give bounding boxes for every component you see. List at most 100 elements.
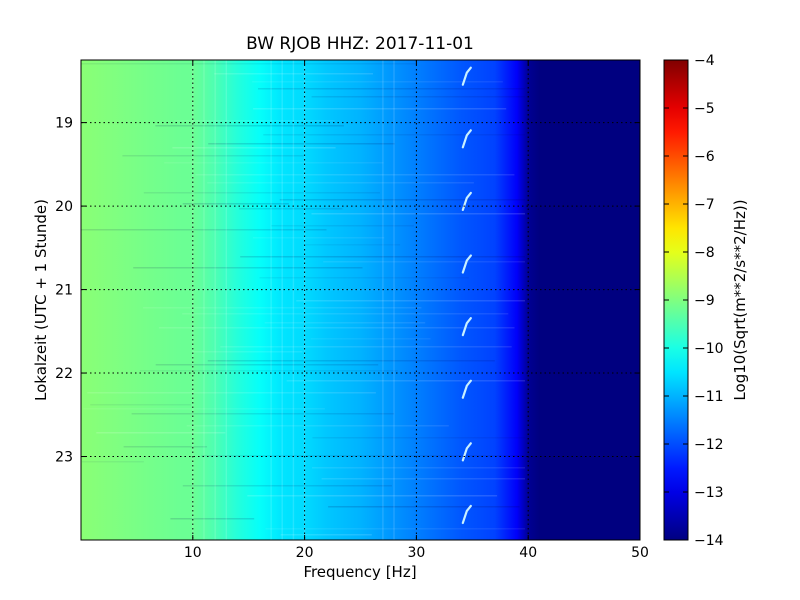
x-tick-label: 30 [407,545,425,561]
colorbar-tick-label: −7 [694,197,715,213]
periodic-line [292,60,295,540]
time-streak [158,327,515,329]
time-streak [139,370,398,372]
time-streak [220,346,512,348]
time-streak [195,174,515,176]
x-axis: 10 20 30 40 50 [184,60,649,561]
colorbar-tick-label: −10 [694,341,724,357]
time-streak [170,518,255,520]
periodic-line [203,60,205,540]
colorbar-tick-label: −13 [694,485,724,501]
time-streak [155,364,379,366]
y-tick-label: 23 [55,450,73,466]
time-streak [96,432,226,434]
periodic-line [225,60,227,540]
time-streak [131,413,395,415]
time-streak [304,244,401,246]
periodic-line [393,60,395,540]
y-tick-label: 22 [55,366,73,382]
chart-title: BW RJOB HHZ: 2017-11-01 [246,34,474,54]
plot-area: 10 20 30 40 50 19 20 21 22 23 [55,59,649,561]
colorbar-tick-label: −5 [694,101,715,117]
time-streak [81,229,327,231]
time-streak [310,338,431,340]
time-streak [311,213,525,215]
colorbar: −4 −5 −6 −7 −8 −9 −10 −11 −12 −13 −14 [663,53,724,549]
colorbar-ticks: −4 −5 −6 −7 −8 −9 −10 −11 −12 −13 −14 [664,53,724,549]
time-streak [81,63,418,65]
time-streak [207,360,495,362]
time-streak [143,192,380,194]
colorbar-tick-label: −8 [694,245,715,261]
time-streak [113,289,381,291]
spectrogram-background [81,60,640,540]
time-streak [296,300,525,302]
colorbar-tick-label: −6 [694,149,715,165]
time-streak [174,120,335,122]
colorbar-tick-label: −14 [694,533,724,549]
time-streak [323,261,525,263]
time-streak [83,408,325,410]
colorbar-tick-label: −12 [694,437,724,453]
time-streak [328,506,520,508]
time-streak [186,425,449,427]
time-streak [265,528,525,530]
time-streak [182,313,509,315]
event-mark [461,66,472,86]
time-streak [90,404,192,406]
colorbar-tick-label: −11 [694,389,724,405]
time-streak [239,208,343,210]
time-streak [143,307,422,309]
time-streak [164,162,384,164]
colorbar-tick-label: −9 [694,293,715,309]
time-streak [172,147,336,149]
time-streak [312,437,525,439]
x-tick-label: 20 [296,545,314,561]
periodic-line [214,60,216,540]
x-tick-label: 40 [519,545,537,561]
event-mark [461,317,472,337]
time-streak [155,125,344,127]
time-streak [123,446,207,448]
event-mark [461,254,472,274]
time-streak [252,237,385,239]
time-streak [253,108,507,110]
y-axis: 19 20 21 22 23 [55,116,640,466]
time-streak [201,455,525,457]
time-streak [259,277,469,279]
y-tick-label: 20 [55,199,73,215]
x-axis-label: Frequency [Hz] [303,563,416,581]
time-streak [133,267,363,269]
x-tick-label: 10 [184,545,202,561]
time-streak [87,392,376,394]
y-tick-label: 21 [55,283,73,299]
time-streak [311,96,525,98]
colorbar-label: Log10(Sqrt(m**2/s**2/Hz)) [731,199,749,400]
time-streak [82,461,144,463]
time-streak [247,495,498,497]
x-tick-label: 50 [631,545,649,561]
time-streak [214,73,373,75]
time-streak [192,351,303,353]
grid-lines [81,60,640,540]
periodic-line [270,60,272,540]
time-streak [280,534,372,536]
time-streak [252,81,503,83]
time-streak [286,380,525,382]
y-tick-label: 19 [55,116,73,132]
colorbar-tick-label: −4 [694,53,715,69]
time-streak [258,88,525,90]
event-mark [461,504,472,525]
time-streak [279,199,525,201]
time-streak [182,203,289,205]
time-streak [321,478,525,480]
time-streak [240,256,525,258]
time-streak [264,322,426,324]
time-streak [312,467,525,469]
time-streak [182,485,392,487]
time-streak [207,182,474,184]
y-axis-label: Lokalzeit (UTC + 1 Stunde) [32,199,50,401]
periodic-line [281,60,283,540]
time-streak [271,225,414,227]
